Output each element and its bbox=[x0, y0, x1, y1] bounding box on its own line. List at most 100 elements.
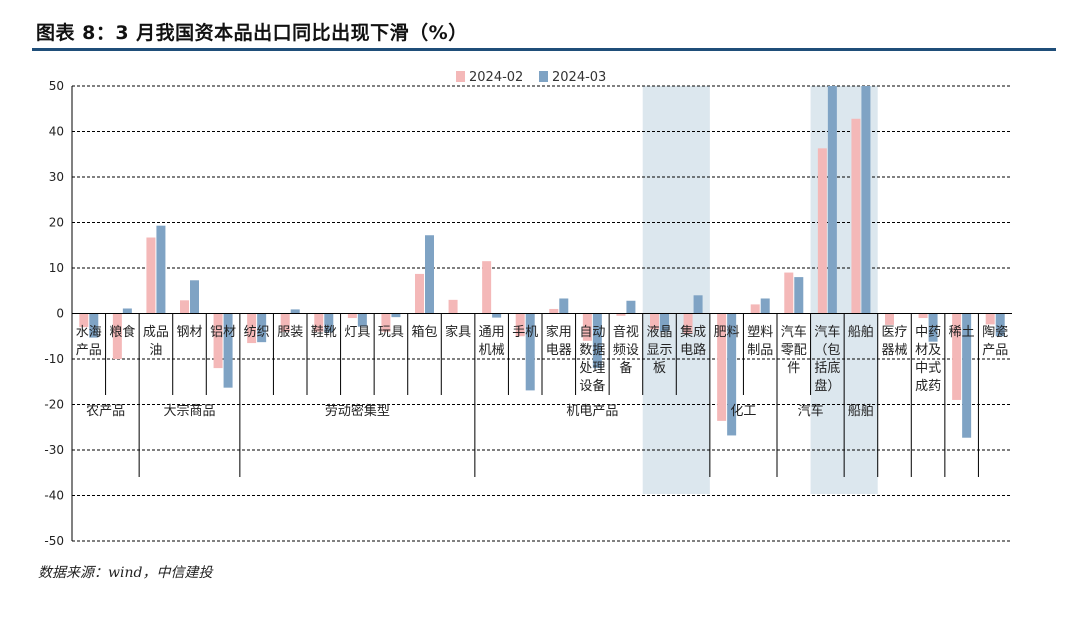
bar-2024-03 bbox=[727, 313, 737, 436]
y-tick-label: -50 bbox=[44, 534, 64, 548]
bar-2024-02 bbox=[683, 313, 693, 334]
legend-swatch bbox=[456, 71, 465, 82]
bar-2024-03 bbox=[660, 313, 669, 332]
bar-2024-02 bbox=[213, 313, 223, 369]
bar-2024-02 bbox=[347, 313, 357, 319]
bar-2024-03 bbox=[559, 298, 569, 314]
bar-2024-02 bbox=[650, 313, 659, 330]
bar-2024-02 bbox=[616, 313, 626, 316]
group-label: 化工 bbox=[730, 404, 756, 419]
category-label: 中药 bbox=[915, 325, 941, 340]
bar-2024-02 bbox=[415, 273, 424, 314]
category-label: 灯具 bbox=[344, 325, 370, 340]
bar-2024-02 bbox=[112, 313, 122, 359]
category-label: 家用 bbox=[546, 324, 572, 340]
category-label: 肥料 bbox=[714, 325, 740, 340]
y-tick-label: 40 bbox=[49, 125, 64, 139]
category-label: 家具 bbox=[445, 324, 471, 340]
category-label: 塑料 bbox=[747, 325, 773, 340]
category-label: 机械 bbox=[479, 343, 505, 358]
y-tick-label: -30 bbox=[44, 443, 64, 457]
bar-2024-02 bbox=[482, 261, 492, 314]
bar-2024-03 bbox=[626, 300, 636, 314]
bar-2024-02 bbox=[750, 304, 760, 314]
category-label: 电器 bbox=[546, 343, 572, 358]
group-label: 农产品 bbox=[86, 404, 125, 419]
y-tick-label: -20 bbox=[44, 398, 64, 412]
bar-2024-03 bbox=[928, 313, 938, 342]
bar-2024-02 bbox=[885, 313, 894, 325]
legend-label: 2024-03 bbox=[552, 70, 606, 85]
category-label: 自动 bbox=[579, 325, 605, 340]
bar-2024-03 bbox=[962, 313, 972, 438]
legend-swatch bbox=[539, 71, 548, 82]
title-rule bbox=[32, 48, 1056, 51]
category-label: 产品 bbox=[76, 343, 102, 358]
bar-2024-02 bbox=[784, 272, 794, 314]
bar-2024-02 bbox=[381, 313, 391, 332]
category-label: 音视 bbox=[613, 324, 639, 340]
category-label: 材及 bbox=[915, 343, 941, 358]
category-label: 显示 bbox=[646, 343, 672, 358]
bar-2024-02 bbox=[549, 308, 559, 314]
bar-2024-03 bbox=[89, 313, 99, 338]
category-label: 汽车 bbox=[814, 324, 840, 340]
bar-2024-02 bbox=[79, 313, 89, 328]
category-label: 盘） bbox=[814, 378, 840, 394]
category-label: 零配 bbox=[781, 343, 807, 358]
y-tick-label: -40 bbox=[44, 489, 64, 503]
category-label: 钢材 bbox=[176, 325, 202, 340]
bar-2024-03 bbox=[827, 86, 837, 314]
bar-2024-03 bbox=[357, 313, 367, 327]
group-label: 船舶 bbox=[848, 403, 874, 419]
group-label: 劳动密集型 bbox=[325, 403, 390, 419]
source-note: 数据来源：wind，中信建投 bbox=[38, 565, 213, 581]
category-label: 玩具 bbox=[378, 325, 404, 340]
bar-2024-03 bbox=[257, 313, 267, 343]
y-tick-label: -10 bbox=[44, 352, 64, 366]
bar-2024-03 bbox=[425, 235, 434, 314]
group-label: 机电产品 bbox=[566, 404, 618, 419]
bar-2024-03 bbox=[794, 277, 804, 314]
y-tick-label: 30 bbox=[49, 170, 64, 184]
category-label: 处理 bbox=[579, 361, 605, 376]
category-label: 稀土 bbox=[949, 325, 975, 340]
category-label: 通用 bbox=[479, 325, 505, 340]
bar-2024-02 bbox=[314, 313, 324, 332]
category-label: 成品 bbox=[143, 325, 169, 340]
bar-2024-03 bbox=[156, 225, 166, 314]
category-label: 电路 bbox=[680, 342, 706, 358]
y-tick-label: 0 bbox=[56, 307, 64, 321]
y-tick-label: 20 bbox=[49, 216, 64, 230]
y-tick-label: 10 bbox=[49, 261, 64, 275]
category-label: 频设 bbox=[613, 343, 639, 358]
bar-2024-02 bbox=[582, 313, 592, 341]
bar-2024-03 bbox=[122, 308, 132, 314]
category-label: 器械 bbox=[881, 343, 907, 358]
category-label: 制品 bbox=[747, 343, 773, 358]
bar-2024-02 bbox=[918, 313, 928, 319]
category-label: 备 bbox=[619, 360, 632, 376]
category-label: 液晶 bbox=[646, 325, 672, 340]
category-label: 成药 bbox=[915, 379, 941, 394]
y-tick-label: 50 bbox=[49, 79, 64, 93]
bar-2024-02 bbox=[280, 313, 290, 332]
highlight-band bbox=[642, 86, 710, 494]
bar-2024-03 bbox=[223, 313, 233, 388]
category-label: 粮食 bbox=[109, 324, 135, 340]
category-label: 设备 bbox=[579, 378, 605, 394]
category-label: 数据 bbox=[579, 343, 605, 358]
category-label: 产品 bbox=[982, 343, 1008, 358]
bar-2024-03 bbox=[190, 280, 199, 314]
category-label: 手机 bbox=[512, 325, 538, 340]
bar-2024-02 bbox=[515, 313, 525, 337]
bar-2024-03 bbox=[592, 313, 602, 369]
bar-2024-03 bbox=[693, 295, 703, 314]
category-label: 油 bbox=[149, 343, 162, 358]
bar-2024-02 bbox=[717, 313, 727, 421]
bar-2024-02 bbox=[851, 118, 861, 314]
group-label: 大宗商品 bbox=[163, 403, 215, 419]
bar-2024-02 bbox=[952, 313, 962, 400]
group-label: 汽车 bbox=[798, 403, 824, 419]
